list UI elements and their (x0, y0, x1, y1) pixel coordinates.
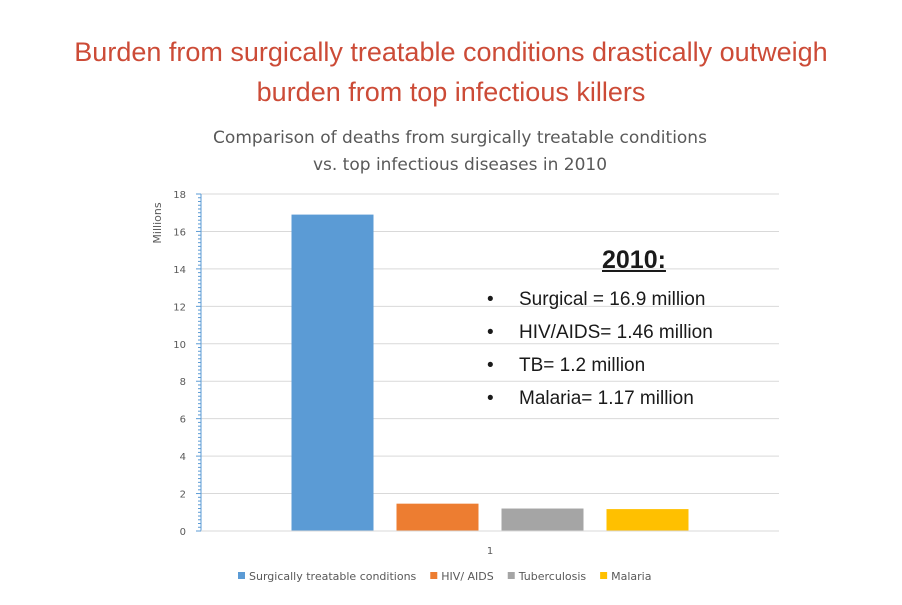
y-tick-label: 6 (180, 415, 186, 426)
y-tick-label: 0 (180, 527, 186, 538)
summary-item: • HIV/AIDS= 1.46 million (487, 316, 787, 349)
y-tick-label: 10 (173, 340, 186, 351)
legend-label: Surgically treatable conditions (249, 570, 417, 583)
slide-title-line-2: burden from top infectious killers (256, 77, 646, 107)
x-tick-label: 1 (487, 546, 493, 557)
legend-label: Malaria (611, 570, 651, 583)
legend-swatch (430, 572, 438, 579)
summary-item-text: Malaria= 1.17 million (519, 388, 694, 409)
legend-swatch (507, 572, 515, 579)
bullet-icon: • (487, 355, 494, 376)
legend-swatch (600, 572, 608, 579)
chart-title-line-2: vs. top infectious diseases in 2010 (313, 155, 607, 175)
bullet-icon: • (487, 388, 494, 409)
legend: Surgically treatable conditions HIV/ AIDS… (238, 570, 651, 583)
y-tick-label: 18 (173, 190, 186, 201)
summary-item: • TB= 1.2 million (487, 349, 787, 382)
chart-title-line-1: Comparison of deaths from surgically tre… (213, 128, 707, 148)
bar (291, 214, 374, 531)
slide-title-line-1: Burden from surgically treatable conditi… (74, 37, 828, 67)
summary-item-text: Surgical = 16.9 million (519, 289, 706, 310)
legend-swatch (238, 572, 245, 579)
summary-item-text: HIV/AIDS= 1.46 million (519, 322, 713, 343)
y-axis: 0 2 4 6 8 10 12 14 16 18 (173, 190, 202, 538)
summary-box: 2010: • Surgical = 16.9 million • HIV/AIDS… (487, 243, 787, 415)
summary-list: • Surgical = 16.9 million • HIV/AIDS= 1.46… (487, 283, 787, 415)
summary-item: • Surgical = 16.9 million (487, 283, 787, 316)
summary-heading: 2010: (602, 246, 666, 274)
y-tick-label: 2 (180, 490, 186, 501)
bullet-icon: • (487, 289, 494, 310)
bar (501, 508, 584, 531)
y-axis-label: Millions (151, 202, 164, 243)
bar (606, 509, 689, 531)
x-axis: 1 (201, 530, 779, 557)
bars (291, 214, 689, 531)
y-tick-label: 4 (180, 452, 186, 463)
y-tick-label: 8 (180, 377, 186, 388)
bullet-icon: • (487, 322, 494, 343)
summary-item: • Malaria= 1.17 million (487, 382, 787, 415)
y-tick-label: 14 (173, 265, 186, 276)
slide-title: Burden from surgically treatable conditi… (0, 32, 902, 112)
bar (396, 503, 479, 531)
y-tick-label: 16 (173, 227, 186, 238)
legend-label: HIV/ AIDS (441, 570, 493, 583)
legend-label: Tuberculosis (518, 570, 587, 583)
summary-item-text: TB= 1.2 million (519, 355, 646, 376)
y-tick-label: 12 (173, 302, 186, 313)
